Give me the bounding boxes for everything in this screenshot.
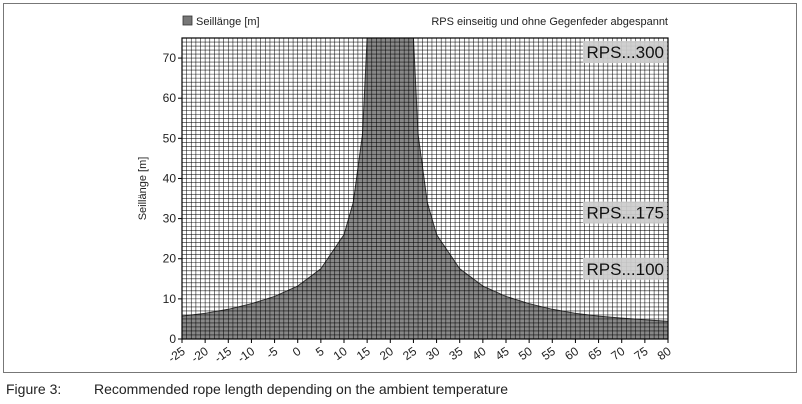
x-tick-label: -10: [235, 344, 258, 366]
x-tick-label: 45: [493, 344, 512, 363]
y-tick-label: 20: [163, 252, 177, 266]
y-tick-label: 10: [163, 292, 177, 306]
x-tick-label: -15: [212, 344, 235, 366]
annotation-label: RPS...175: [587, 204, 665, 223]
x-tick-label: 15: [354, 344, 373, 363]
x-tick-label: 60: [562, 344, 581, 363]
x-tick-label: 65: [585, 344, 604, 363]
x-tick-label: 70: [608, 344, 627, 363]
y-tick-label: 60: [163, 91, 177, 105]
x-tick-label: 25: [400, 344, 419, 363]
chart-title: RPS einseitig und ohne Gegenfeder abgesp…: [431, 16, 668, 28]
x-tick-label: -20: [189, 344, 212, 366]
legend-label: Seillänge [m]: [196, 16, 260, 28]
annotation-box: [583, 201, 667, 224]
x-tick-label: 50: [516, 344, 535, 363]
y-tick-label: 70: [163, 51, 177, 65]
figure-frame: [3, 3, 797, 373]
y-tick-label: 40: [163, 171, 177, 185]
annotation-label: RPS...100: [587, 260, 665, 279]
x-tick-label: 55: [539, 344, 558, 363]
x-tick-label: 80: [655, 344, 674, 363]
caption-text: Recommended rope length depending on the…: [94, 381, 509, 397]
y-tick-label: 30: [163, 212, 177, 226]
plot-border: [181, 37, 669, 340]
x-tick-label: 10: [331, 344, 350, 363]
y-tick-label: 50: [163, 131, 177, 145]
x-tick-label: -25: [165, 344, 188, 366]
legend-swatch: [182, 15, 193, 26]
x-tick-label: 30: [423, 344, 442, 363]
x-tick-label: 40: [470, 344, 489, 363]
x-tick-label: -5: [264, 344, 281, 362]
x-tick-label: 20: [377, 344, 396, 363]
x-tick-label: 5: [313, 344, 327, 359]
annotation-label: RPS...300: [587, 43, 665, 62]
annotation-box: [583, 41, 667, 64]
x-tick-label: 35: [446, 344, 465, 363]
annotation-box: [583, 257, 667, 280]
x-tick-label: 75: [632, 344, 651, 363]
y-tick-label: 0: [169, 332, 176, 346]
x-tick-label: 0: [290, 344, 304, 359]
y-axis-label: Seillänge [m]: [137, 157, 149, 221]
caption-number: Figure 3:: [6, 381, 62, 397]
